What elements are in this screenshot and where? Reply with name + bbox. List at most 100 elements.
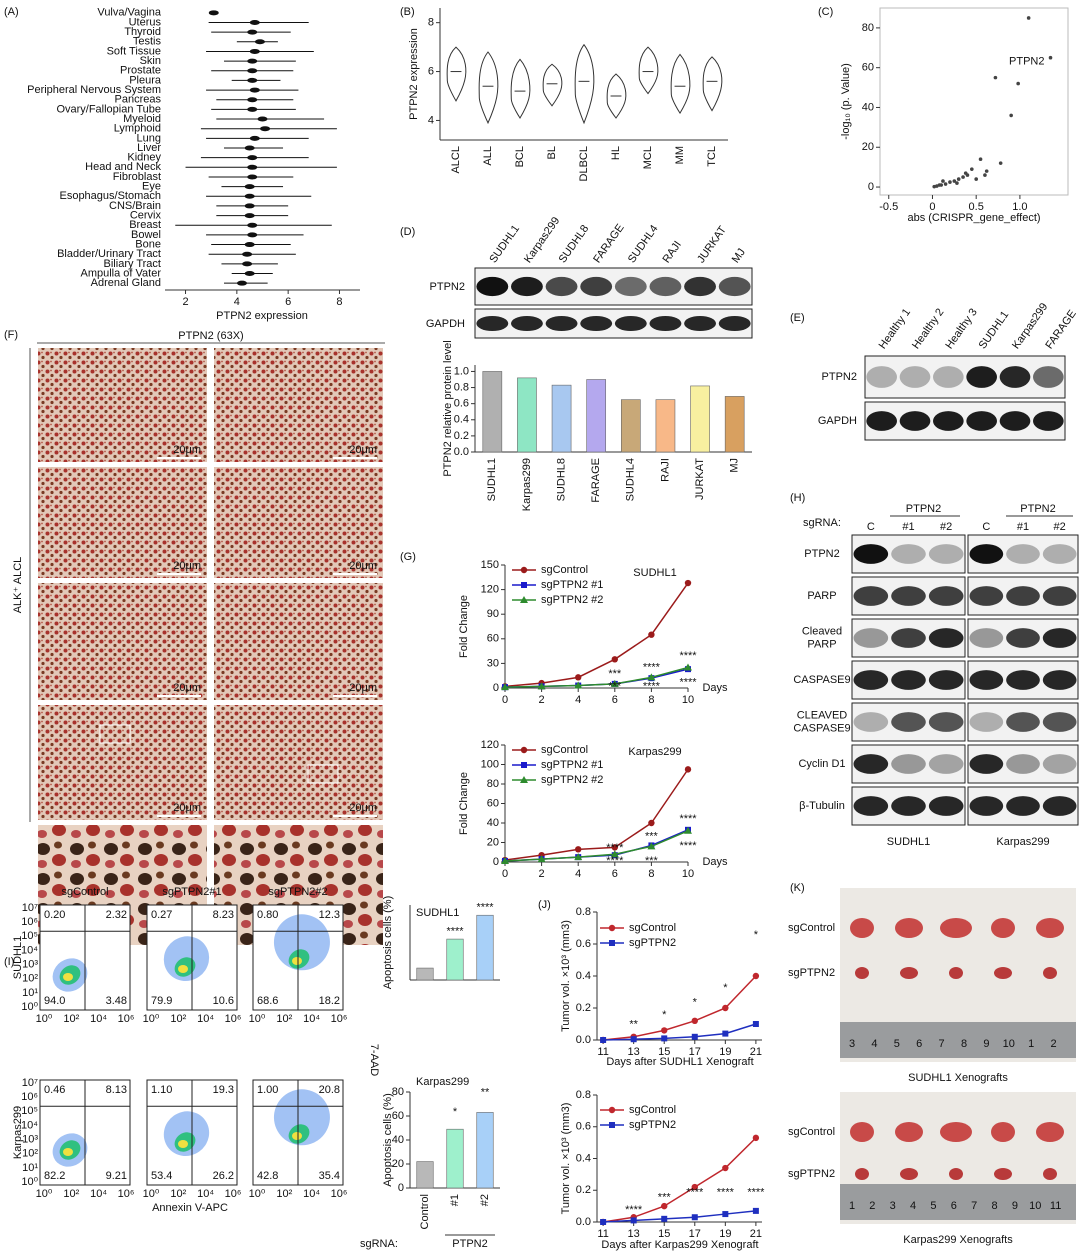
annotation: ** <box>629 1019 638 1031</box>
lane-label: SUDHL1 <box>977 309 1012 351</box>
bar <box>482 371 503 453</box>
band <box>1042 586 1077 606</box>
tumor <box>994 967 1012 979</box>
y-tick-label: 90 <box>487 608 499 620</box>
panel-label: (J) <box>538 899 551 911</box>
series-line <box>603 1210 756 1223</box>
chart-title: SUDHL1 <box>633 567 676 579</box>
band <box>1006 754 1040 774</box>
band <box>899 411 931 431</box>
band <box>853 754 889 774</box>
tumor <box>940 1122 972 1142</box>
x-tick-label: 11 <box>597 1046 608 1058</box>
x-tick-label: 10⁰ <box>249 1188 266 1200</box>
annotation: * <box>754 929 759 941</box>
x-tick-label: DLBCL <box>578 146 590 181</box>
y-tick-label: 40 <box>862 101 874 113</box>
point <box>993 75 998 80</box>
ruler-number: 9 <box>1012 1200 1018 1212</box>
tumor <box>1043 967 1057 979</box>
row-label: GAPDH <box>818 415 857 427</box>
quadrant-value: 12.3 <box>319 909 340 921</box>
row-label: PTPN2 <box>430 281 465 293</box>
x-tick-label: 10⁴ <box>197 1188 214 1200</box>
band <box>1042 754 1077 774</box>
ruler-number: 4 <box>871 1038 877 1050</box>
category-label: Eye <box>142 181 161 193</box>
band <box>1042 544 1077 564</box>
marker <box>600 1219 607 1225</box>
marker <box>752 1207 759 1214</box>
marker <box>611 656 618 663</box>
marker <box>600 1037 607 1043</box>
ruler <box>840 1022 1076 1058</box>
x-tick-label: 19 <box>719 1046 731 1058</box>
y-tick-label: 0.4 <box>576 970 591 982</box>
x-tick-label: 10 <box>682 868 694 880</box>
y-tick-label: 60 <box>392 1110 404 1122</box>
median <box>247 164 258 170</box>
y-tick-label: 10³ <box>22 958 38 970</box>
plot-frame <box>879 7 1069 196</box>
band <box>1006 712 1040 732</box>
band <box>1006 670 1040 690</box>
band <box>969 586 1004 606</box>
tumor <box>1036 918 1064 938</box>
x-tick-label: 4 <box>575 868 581 880</box>
flow-cloud <box>178 965 188 973</box>
band <box>928 586 964 606</box>
y-tick-label: 1.0 <box>454 365 469 377</box>
zoom-box <box>307 764 339 784</box>
y-axis-label: Apoptosis cells (%) <box>382 1093 394 1187</box>
median <box>247 97 258 103</box>
x-tick-label: ALCL <box>450 146 462 174</box>
x-tick-label: 10² <box>276 1013 292 1025</box>
median <box>247 68 258 74</box>
x-tick-label: 8 <box>648 694 654 706</box>
panel-label: (A) <box>4 6 19 18</box>
marker <box>501 857 509 865</box>
lane-label: #1 <box>1017 521 1029 533</box>
category-label: Breast <box>129 219 161 231</box>
y-tick-label: 60 <box>862 62 874 74</box>
legend-label: sgPTPN2 #2 <box>541 774 603 786</box>
median <box>247 106 258 112</box>
band <box>966 411 998 431</box>
band <box>969 796 1004 816</box>
y-tick-label: 10⁵ <box>21 1105 38 1117</box>
legend-label: sgControl <box>541 744 588 756</box>
legend-label: sgControl <box>629 922 676 934</box>
band <box>614 276 647 297</box>
ruler-number: 2 <box>1051 1038 1057 1050</box>
y-tick-label: 150 <box>481 559 499 571</box>
tumor <box>991 1122 1015 1142</box>
band <box>545 315 578 332</box>
median <box>249 87 260 93</box>
legend-marker <box>520 566 528 574</box>
y-tick-label: 10³ <box>22 1133 38 1145</box>
column-label: sgPTPN2#2 <box>268 886 327 898</box>
chart-title: Karpas299 <box>416 1076 469 1088</box>
y-tick-label: 0.0 <box>576 1034 591 1046</box>
category-label: Lung <box>137 132 161 144</box>
annotation: **** <box>625 1204 643 1216</box>
median <box>247 29 258 35</box>
y-tick-label: 60 <box>487 797 499 809</box>
group-label: sgPTPN2 <box>788 1168 835 1180</box>
median <box>244 271 255 277</box>
y-tick-label: 120 <box>481 739 499 751</box>
annotation: *** <box>608 680 622 692</box>
band <box>969 628 1004 648</box>
band <box>1033 411 1064 431</box>
band <box>1042 796 1077 816</box>
ihc-image <box>38 705 207 820</box>
x-tick-label: MJ <box>729 458 741 473</box>
annotation: ** <box>481 1087 490 1099</box>
point <box>970 167 974 171</box>
quadrant-value: 35.4 <box>319 1170 340 1182</box>
lane-label: Healthy 2 <box>910 306 946 351</box>
point <box>952 179 957 183</box>
band <box>853 628 889 648</box>
point <box>978 157 983 161</box>
